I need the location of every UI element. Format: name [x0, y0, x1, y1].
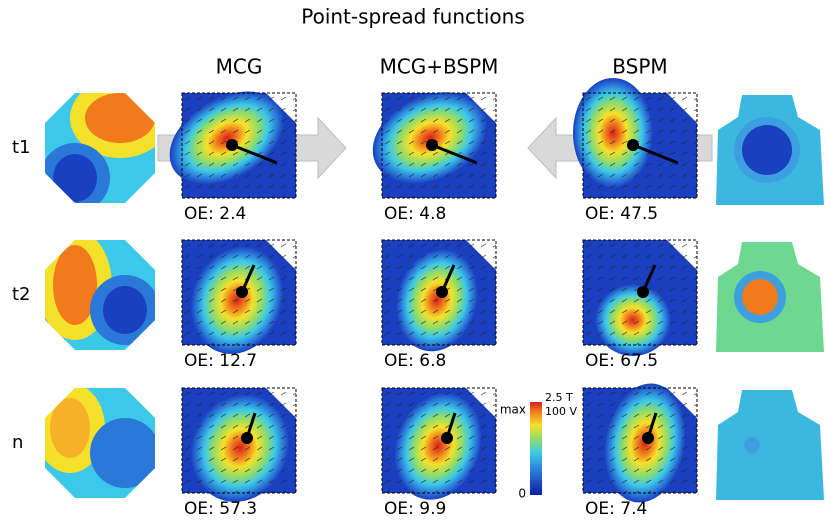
dipole — [431, 143, 478, 165]
colorbar-min: 0 — [518, 487, 526, 501]
frame — [582, 92, 698, 199]
psf-map — [582, 239, 698, 356]
row-label: n — [12, 432, 23, 453]
sensor-map — [45, 388, 155, 498]
frame — [381, 92, 497, 199]
torso-pole — [742, 279, 778, 315]
map-pole — [53, 154, 97, 202]
arrow — [295, 116, 347, 180]
frame — [582, 239, 698, 346]
oe-value: OE: 57.3 — [184, 499, 257, 519]
dipole — [231, 143, 278, 165]
oe-value: OE: 6.8 — [384, 351, 446, 371]
figure-title: Point-spread functions — [301, 5, 525, 29]
map-pole — [103, 286, 147, 334]
frame — [381, 239, 497, 346]
colorbar — [530, 402, 542, 495]
frame — [181, 92, 297, 199]
dashes — [382, 93, 496, 198]
colorbar-unit: 100 V — [545, 405, 577, 418]
map-pole — [103, 429, 147, 477]
dipole-origin — [441, 432, 453, 444]
map-pole — [53, 245, 97, 325]
dashes — [182, 388, 296, 493]
dipole-origin — [637, 286, 649, 298]
colorbar-unit: 2.5 T — [545, 391, 573, 404]
psf-map — [181, 239, 297, 354]
dipole-origin — [426, 139, 438, 151]
dipole-origin — [642, 432, 654, 444]
oe-value: OE: 67.5 — [585, 351, 658, 371]
dashes — [583, 388, 697, 493]
dipole-origin — [241, 432, 253, 444]
torso — [716, 390, 824, 500]
psf-map — [169, 91, 297, 199]
sensor-map — [45, 93, 155, 203]
psf-map — [372, 92, 497, 199]
column-header: MCG — [216, 55, 263, 79]
column-header: BSPM — [612, 55, 667, 79]
oe-value: OE: 7.4 — [585, 499, 647, 519]
frame — [582, 387, 698, 494]
psf-map — [381, 239, 497, 352]
column-header: MCG+BSPM — [380, 55, 499, 79]
arrow — [527, 116, 584, 180]
dashes — [182, 93, 296, 198]
row-label: t2 — [12, 284, 31, 305]
colorbar-max: max — [500, 403, 526, 417]
map-pole — [85, 93, 155, 143]
oe-value: OE: 4.8 — [384, 204, 446, 224]
map-pole — [50, 398, 90, 458]
dipole — [632, 143, 679, 165]
dipole-origin — [436, 286, 448, 298]
frame — [181, 387, 297, 494]
dipole-origin — [236, 286, 248, 298]
torso-pole — [744, 437, 760, 453]
oe-value: OE: 2.4 — [184, 204, 246, 224]
torso-pole — [742, 125, 792, 175]
psf-map — [181, 387, 297, 502]
frame — [181, 239, 297, 346]
row-label: t1 — [12, 137, 31, 158]
psf-map — [381, 387, 497, 500]
torso-map — [716, 390, 824, 500]
dashes — [382, 388, 496, 493]
dipole-origin — [627, 139, 639, 151]
torso-map — [716, 95, 824, 205]
dipole-origin — [226, 139, 238, 151]
oe-value: OE: 47.5 — [585, 204, 658, 224]
psf-map — [582, 383, 698, 503]
sensor-map — [45, 240, 155, 350]
dashes — [583, 93, 697, 198]
oe-value: OE: 12.7 — [184, 351, 257, 371]
frame — [381, 387, 497, 494]
oe-value: OE: 9.9 — [384, 499, 446, 519]
torso-map — [716, 242, 824, 352]
psf-map — [573, 78, 698, 199]
